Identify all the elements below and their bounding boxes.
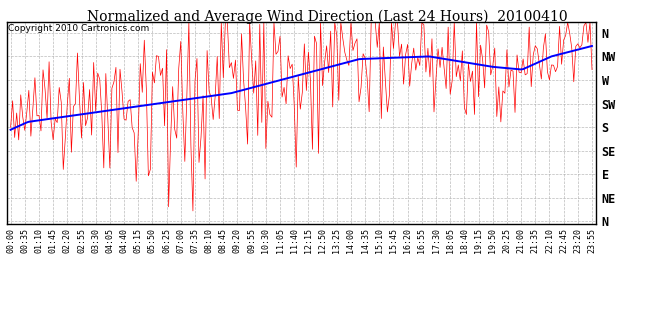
Text: Normalized and Average Wind Direction (Last 24 Hours)  20100410: Normalized and Average Wind Direction (L… — [87, 10, 568, 24]
Text: Copyright 2010 Cartronics.com: Copyright 2010 Cartronics.com — [8, 24, 149, 33]
